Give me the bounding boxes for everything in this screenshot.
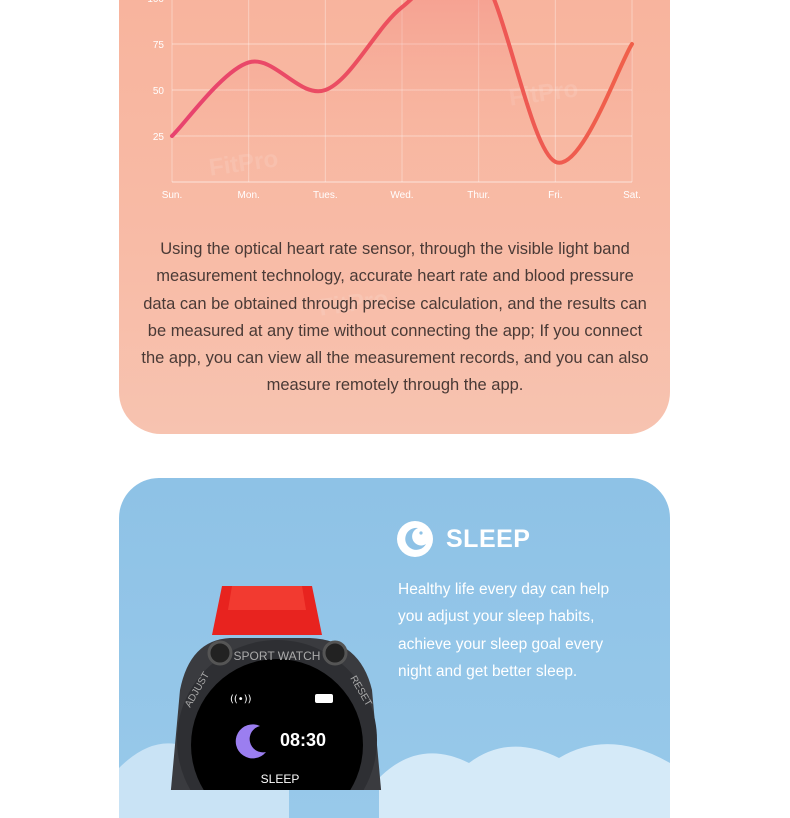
x-tick-label: Sun. <box>162 190 183 201</box>
bezel-top-label: SPORT WATCH <box>234 649 321 663</box>
watch-strap-highlight <box>228 586 306 610</box>
watch-time: 08:30 <box>280 730 326 750</box>
y-tick-label: 50 <box>153 86 165 97</box>
signal-icon: ((•)) <box>230 694 252 705</box>
watch-mode-label: SLEEP <box>261 772 300 786</box>
y-tick-label: 25 <box>153 132 165 143</box>
x-tick-label: Sat. <box>623 190 641 201</box>
x-tick-label: Tues. <box>313 190 338 201</box>
moon-icon <box>396 520 434 558</box>
y-tick-label: 75 <box>153 40 165 51</box>
heart-rate-description: Using the optical heart rate sensor, thr… <box>140 236 650 400</box>
battery-icon <box>315 694 333 703</box>
x-tick-label: Fri. <box>548 190 562 201</box>
x-tick-label: Wed. <box>390 190 413 201</box>
x-tick-label: Thur. <box>467 190 490 201</box>
sleep-title: SLEEP <box>446 525 530 554</box>
heart-rate-chart: 25 50 75 100 Sun. Mon. Tues. Wed. Thur. Fri. Sat. <box>0 0 790 230</box>
y-tick-label: 100 <box>147 0 164 5</box>
sleep-description: Healthy life every day can help you adju… <box>398 576 638 685</box>
area-fill <box>172 0 632 182</box>
watch-button <box>209 642 231 664</box>
smartwatch-image: SPORT WATCH ADJUST RESET ((•)) 08:30 SLE… <box>160 580 400 790</box>
watch-button <box>324 642 346 664</box>
sleep-header: SLEEP <box>396 520 530 558</box>
x-tick-label: Mon. <box>238 190 260 201</box>
